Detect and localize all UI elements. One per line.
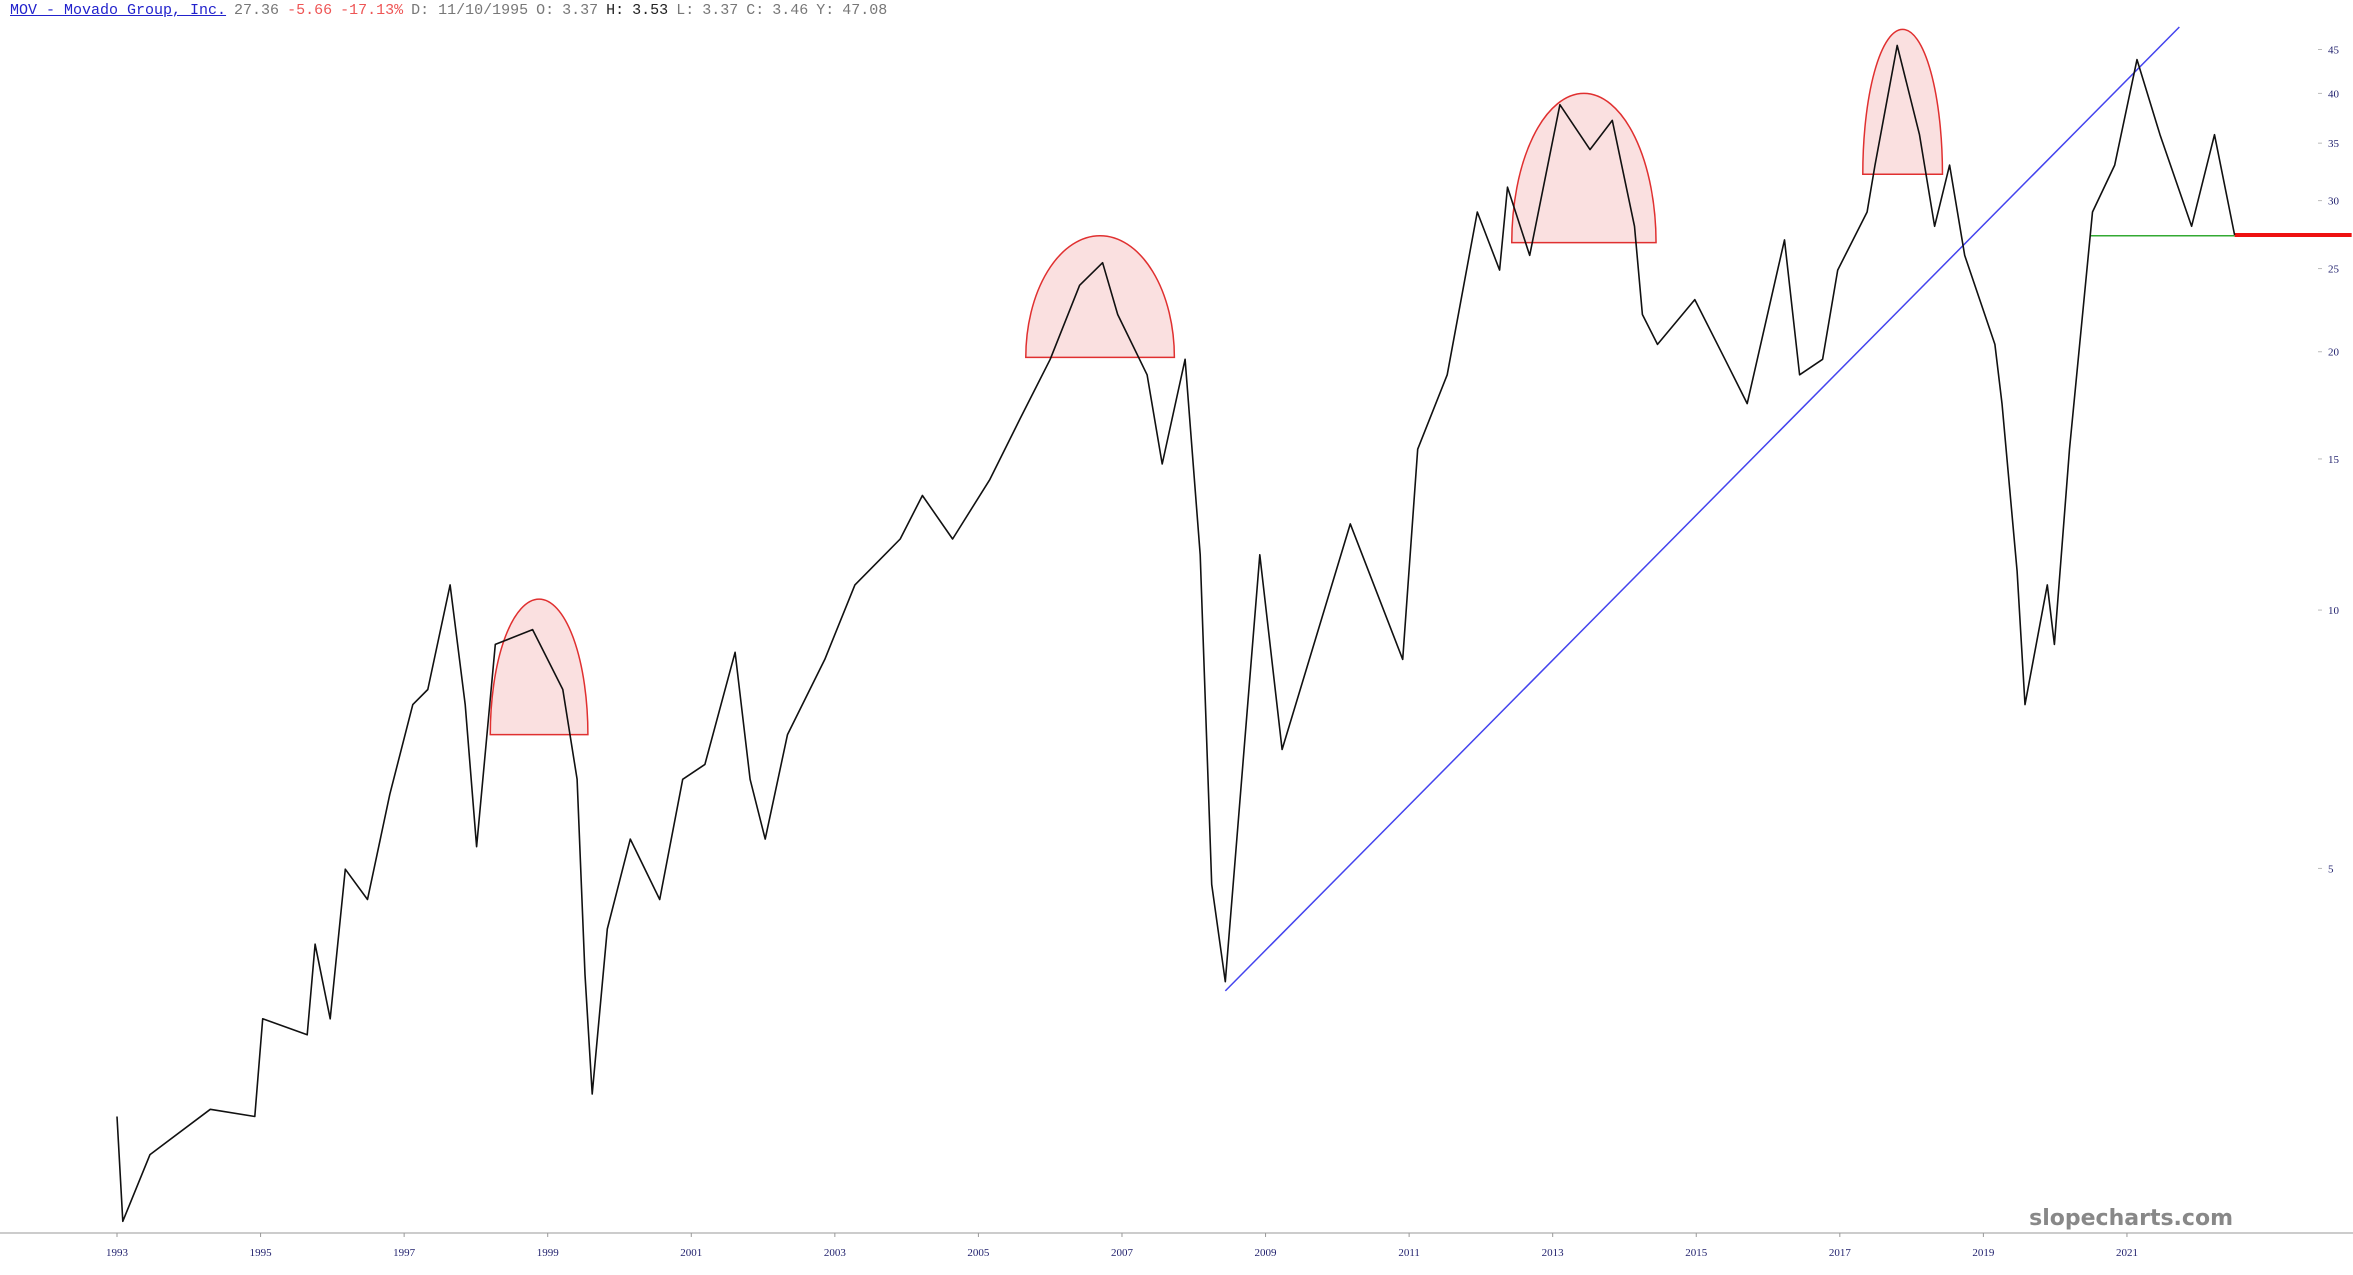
header-item: 3.53 (632, 2, 669, 19)
y-tick-label: 5 (2328, 863, 2334, 875)
x-tick-label: 2007 (1111, 1247, 1134, 1259)
dome (1862, 28, 1944, 175)
header-item: O: (536, 2, 555, 19)
x-tick-label: 2019 (1972, 1247, 1995, 1259)
x-tick-label: 1993 (106, 1247, 129, 1259)
header: MOV - Movado Group, Inc. 27.36 -5.66 -17.13… (10, 2, 895, 19)
header-item: 3.37 (702, 2, 739, 19)
x-tick-label: 1999 (537, 1247, 560, 1259)
symbol-link[interactable]: MOV - Movado Group, Inc. (10, 2, 227, 19)
header-item: -17.13% (340, 2, 404, 19)
y-tick-label: 15 (2328, 454, 2340, 466)
header-item: D: 11/10/1995 (411, 2, 529, 19)
drawn-line (1224, 26, 2180, 992)
x-tick-label: 2009 (1255, 1247, 1278, 1259)
x-tick-label: 1995 (250, 1247, 273, 1259)
y-tick-label: 20 (2328, 347, 2340, 359)
header-item: L: (676, 2, 695, 19)
x-tick-label: 2005 (967, 1247, 990, 1259)
y-tick-label: 25 (2328, 264, 2340, 276)
watermark: slopecharts.com (2029, 1206, 2233, 1231)
y-tick-label: 40 (2328, 88, 2340, 100)
header-item: Y: (816, 2, 835, 19)
header-item: 3.46 (772, 2, 809, 19)
dome (1512, 93, 1656, 242)
x-tick-label: 2001 (680, 1247, 702, 1259)
y-tick-label: 10 (2328, 605, 2340, 617)
y-tick-label: 45 (2328, 44, 2340, 56)
dome (1025, 235, 1176, 359)
x-tick-label: 2017 (1829, 1247, 1852, 1259)
header-item: 47.08 (842, 2, 888, 19)
x-tick-label: 2003 (824, 1247, 847, 1259)
x-tick-label: 2013 (1542, 1247, 1565, 1259)
header-item: H: (606, 2, 625, 19)
x-tick-label: 2015 (1685, 1247, 1708, 1259)
dome (489, 598, 589, 736)
x-tick-label: 2021 (2116, 1247, 2138, 1259)
header-item: 27.36 (234, 2, 280, 19)
header-item: 3.37 (562, 2, 599, 19)
header-item: -5.66 (287, 2, 333, 19)
x-tick-label: 1997 (393, 1247, 416, 1259)
header-item: C: (746, 2, 765, 19)
x-tick-label: 2011 (1398, 1247, 1420, 1259)
y-tick-label: 30 (2328, 196, 2340, 208)
y-tick-label: 35 (2328, 138, 2340, 150)
price-line (116, 44, 2236, 1223)
